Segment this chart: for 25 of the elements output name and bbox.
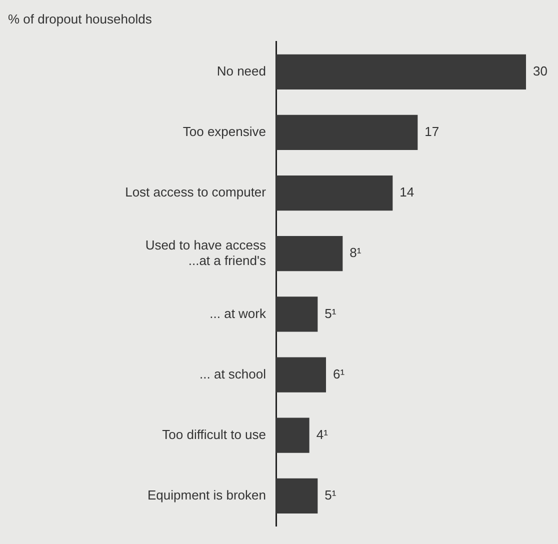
bar	[276, 175, 393, 211]
y-tick-label: Too difficult to use	[162, 426, 266, 442]
y-tick-label: Lost access to computer	[125, 184, 267, 200]
y-tick-label: Equipment is broken	[147, 487, 266, 502]
data-label: 17	[424, 124, 440, 140]
bar	[276, 54, 526, 90]
y-tick-label: No need	[216, 63, 266, 78]
data-label: 5¹	[324, 487, 337, 502]
bar	[276, 296, 318, 332]
data-label: 14	[400, 184, 414, 200]
bar	[276, 114, 418, 150]
y-tick-label: ... at school	[200, 366, 266, 382]
y-tick-label: Used to have access ...at a friend's	[145, 237, 266, 268]
bar	[276, 357, 326, 392]
data-label: 4¹	[316, 426, 329, 442]
bar	[276, 478, 318, 514]
bar	[276, 236, 343, 272]
y-tick-label: Too expensive	[182, 124, 266, 140]
data-label: 6¹	[333, 366, 346, 382]
data-label: 5¹	[324, 306, 337, 321]
text: % of dropout households	[8, 11, 152, 26]
bar	[276, 418, 310, 453]
y-tick-label: ... at work	[210, 306, 266, 321]
data-label: 30	[533, 63, 548, 78]
data-label: 8¹	[350, 245, 362, 260]
